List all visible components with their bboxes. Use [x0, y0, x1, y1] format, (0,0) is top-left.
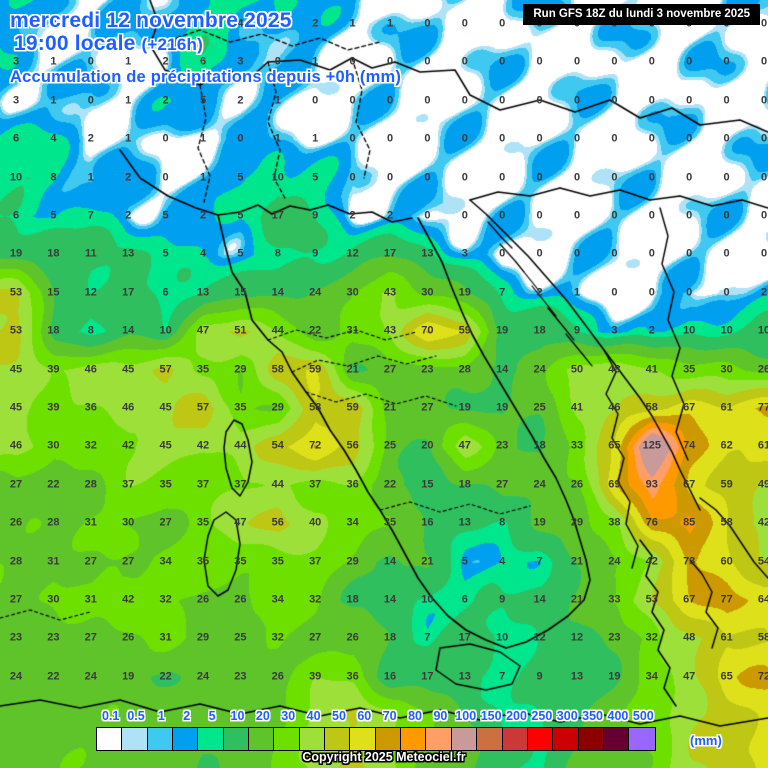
legend-tick-label: 100 [455, 709, 477, 723]
legend-swatch [122, 728, 148, 750]
legend-swatch [223, 728, 250, 750]
legend-tick-label: 2 [183, 709, 191, 723]
legend-unit-label: (mm) [690, 733, 722, 748]
legend-swatch [325, 728, 351, 750]
legend-tick-label: 80 [408, 709, 422, 723]
legend-swatch [173, 728, 199, 750]
forecast-date-label: mercredi 12 novembre 2025 [10, 9, 292, 32]
legend-tick-label: 70 [382, 709, 397, 723]
copyright-label: Copyright 2025 Meteociel.fr [302, 750, 466, 764]
legend-swatch [477, 728, 503, 750]
legend-swatch [401, 728, 427, 750]
forecast-offset-text: (+216h) [141, 35, 203, 54]
legend-swatch [375, 728, 402, 750]
legend-swatch [198, 728, 224, 750]
legend-tick-labels: 0.1 0.5 1 2 5 10 20 30 40 50 60 70 80 90 100 150 200 250 3… [96, 709, 676, 725]
legend-swatch [274, 728, 300, 750]
legend-swatch [249, 728, 275, 750]
legend-tick-label: 60 [357, 709, 372, 723]
legend-tick-label: 30 [281, 709, 296, 723]
legend-swatch [97, 728, 123, 750]
legend-swatch [527, 728, 554, 750]
legend-tick-label: 1 [157, 709, 165, 723]
legend-tick-label: 10 [230, 709, 245, 723]
legend-swatch [629, 728, 655, 750]
legend-tick-label: 20 [255, 709, 270, 723]
legend-swatch [578, 728, 604, 750]
legend-tick-label: 400 [607, 709, 629, 723]
legend-tick-label: 300 [556, 709, 578, 723]
parameter-label: Accumulation de précipitations depuis +0… [10, 68, 402, 86]
legend-tick-label: 5 [208, 709, 216, 723]
legend-swatch [603, 728, 630, 750]
legend-tick-label: 250 [531, 709, 553, 723]
legend-swatch [350, 728, 376, 750]
legend-tick-label: 350 [582, 709, 604, 723]
legend-tick-label: 90 [433, 709, 448, 723]
legend-swatch [426, 728, 452, 750]
forecast-time-text: 19:00 locale [14, 32, 136, 55]
legend-tick-label: 500 [632, 709, 654, 723]
legend-tick-label: 0.5 [127, 709, 145, 723]
legend-swatch [502, 728, 528, 750]
legend-tick-label: 0.1 [101, 709, 120, 723]
legend-tick-label: 150 [480, 709, 502, 723]
model-run-banner: Run GFS 18Z du lundi 3 novembre 2025 [523, 4, 760, 25]
color-scale-legend [96, 727, 656, 751]
legend-swatch [299, 728, 326, 750]
forecast-time-label: 19:00 locale (+216h) [14, 32, 203, 56]
legend-swatch [451, 728, 478, 750]
legend-tick-label: 200 [506, 709, 527, 723]
legend-tick-label: 50 [332, 709, 346, 723]
legend-swatch [147, 728, 174, 750]
legend-swatch [553, 728, 579, 750]
legend-tick-label: 40 [306, 709, 321, 723]
